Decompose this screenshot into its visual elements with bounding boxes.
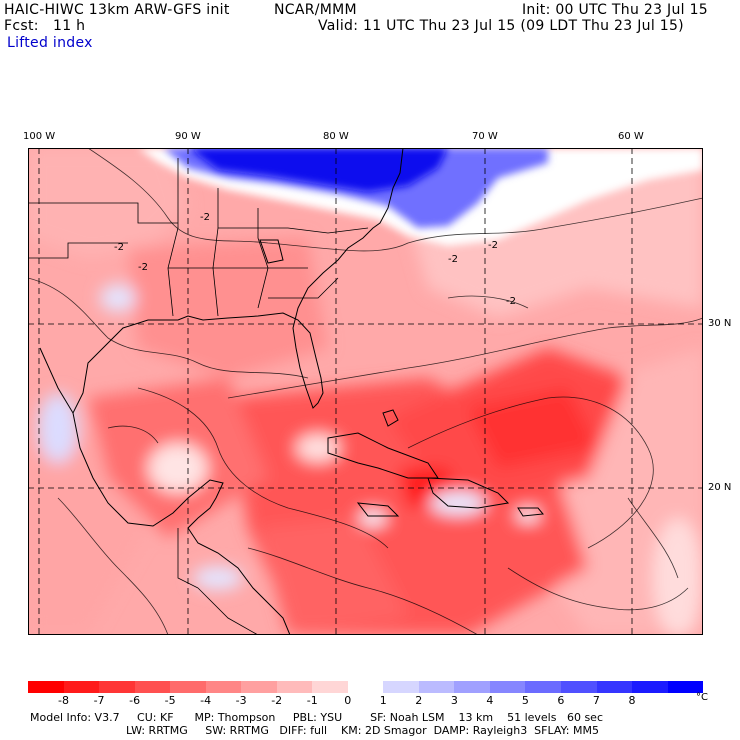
colorbar-tick-label: -7 xyxy=(93,694,105,707)
colorbar-tick-label: 0 xyxy=(344,694,352,707)
contour-label: -2 xyxy=(114,242,124,253)
contour-label: -2 xyxy=(200,212,210,223)
forecast-hour: Fcst: 11 h xyxy=(4,18,86,34)
colorbar-swatch xyxy=(170,681,206,693)
model-info-line2: LW: RRTMG SW: RRTMG DIFF: full KM: 2D Sm… xyxy=(126,724,599,737)
lon-label-80w: 80 W xyxy=(323,131,349,142)
colorbar-swatch xyxy=(560,681,597,693)
colorbar-tick-label: -3 xyxy=(235,694,247,707)
state-boundaries xyxy=(28,158,369,635)
colorbar-swatch xyxy=(63,681,100,693)
colorbar-tick-label: -1 xyxy=(306,694,318,707)
colorbar-swatch xyxy=(454,681,490,693)
lat-lon-grid xyxy=(28,148,703,635)
colorbar-swatch xyxy=(383,681,419,693)
colorbar-swatch xyxy=(28,681,64,693)
colorbar-swatch xyxy=(205,681,242,693)
lon-label-60w: 60 W xyxy=(618,131,644,142)
colorbar-tick-label: 8 xyxy=(628,694,636,707)
colorbar-tick-label: 3 xyxy=(450,694,458,707)
contour-label: -2 xyxy=(138,262,148,273)
init-time: Init: 00 UTC Thu 23 Jul 15 xyxy=(522,2,708,18)
field-name: Lifted index xyxy=(7,35,93,51)
colorbar-tick-label: 7 xyxy=(592,694,600,707)
colorbar-tick-label: 4 xyxy=(486,694,494,707)
lifted-index-map: -2 -2 -2 -2 -2 -2 xyxy=(28,148,703,635)
colorbar-swatch xyxy=(276,681,313,693)
lon-label-90w: 90 W xyxy=(175,131,201,142)
colorbar-tick-label: 6 xyxy=(557,694,565,707)
colorbar-swatch xyxy=(489,681,526,693)
colorbar-tick-label: 5 xyxy=(521,694,529,707)
colorbar-swatch xyxy=(134,681,171,693)
valid-time: Valid: 11 UTC Thu 23 Jul 15 (09 LDT Thu … xyxy=(318,18,684,34)
model-title: HAIC-HIWC 13km ARW-GFS init xyxy=(4,2,230,18)
colorbar-swatch xyxy=(667,681,704,693)
map-frame xyxy=(28,148,703,635)
contour-label: -2 xyxy=(488,240,498,251)
colorbar-tick-label: -4 xyxy=(200,694,212,707)
colorbar-tick-label: -8 xyxy=(58,694,69,707)
colorbar-tick-label: -2 xyxy=(271,694,283,707)
field-shading xyxy=(28,148,703,635)
lat-label-30n: 30 N xyxy=(708,318,732,329)
colorbar-tick-label: -5 xyxy=(164,694,176,707)
colorbar-tick-label: 1 xyxy=(379,694,387,707)
contour-label: -2 xyxy=(506,296,516,307)
colorbar-swatch xyxy=(596,681,633,693)
colorbar-tick-label: -6 xyxy=(129,694,141,707)
colorbar-unit: °C xyxy=(696,692,708,703)
colorbar-swatch xyxy=(525,681,561,693)
colorbar-swatch xyxy=(347,681,384,693)
lat-label-20n: 20 N xyxy=(708,482,732,493)
colorbar-swatch xyxy=(418,681,455,693)
lon-label-100w: 100 W xyxy=(23,131,56,142)
contour-label: -2 xyxy=(448,254,458,265)
center-label: NCAR/MMM xyxy=(274,2,357,18)
stable-air-strong xyxy=(188,148,448,192)
colorbar-tick-label: 2 xyxy=(415,694,423,707)
lon-label-70w: 70 W xyxy=(472,131,498,142)
colorbar-swatch xyxy=(632,681,668,693)
colorbar xyxy=(28,681,704,693)
colorbar-swatch xyxy=(312,681,348,693)
coastlines xyxy=(39,148,544,635)
model-info-line1: Model Info: V3.7 CU: KF MP: Thompson PBL… xyxy=(30,711,603,724)
colorbar-swatch xyxy=(241,681,277,693)
colorbar-swatch xyxy=(99,681,135,693)
